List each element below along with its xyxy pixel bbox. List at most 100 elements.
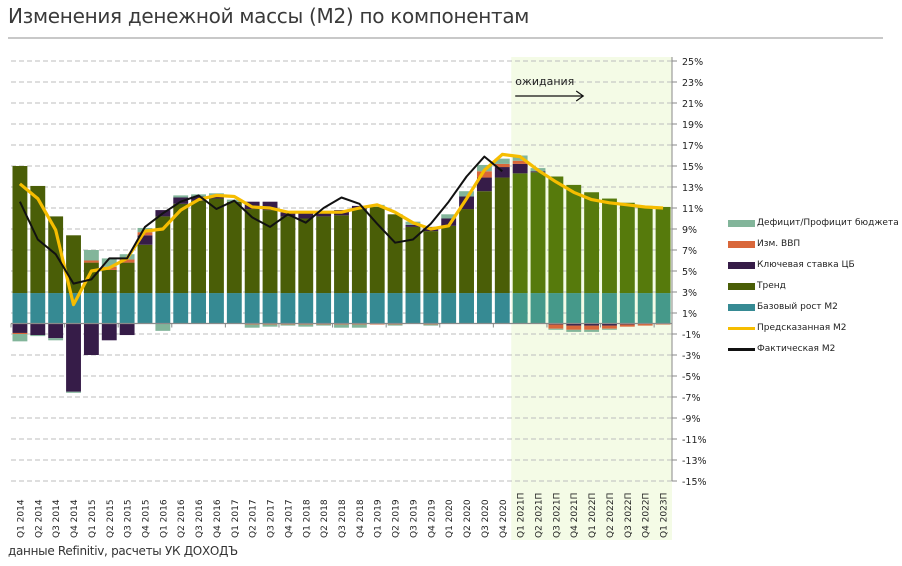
x-tick-label: Q4 2016 — [213, 499, 223, 538]
legend-swatch-base — [728, 303, 755, 311]
bar-trend — [137, 244, 153, 294]
y-tick-label: 9% — [682, 225, 697, 236]
bar-deficit — [12, 334, 28, 342]
bar-trend — [101, 269, 117, 294]
bar-key_rate — [137, 235, 153, 245]
bar-base — [226, 293, 242, 324]
bar-deficit — [298, 324, 314, 327]
x-tick-label: Q3 2016 — [195, 499, 205, 538]
bar-base — [530, 293, 546, 324]
bar-base — [494, 293, 510, 324]
bar-trend — [262, 210, 278, 294]
bar-gdp — [119, 259, 135, 263]
bar-gdp — [512, 160, 528, 164]
bar-gdp — [602, 325, 617, 329]
bar-deficit — [441, 214, 457, 219]
y-tick-label: -9% — [682, 414, 701, 425]
legend-label-predicted: Предсказанная М2 — [757, 323, 847, 333]
bar-trend — [226, 201, 242, 294]
bar-base — [655, 293, 671, 324]
bar-trend — [155, 216, 171, 294]
bar-base — [334, 293, 349, 324]
bar-base — [441, 293, 457, 324]
bar-key_rate — [119, 323, 135, 336]
legend-item-predicted: Предсказанная М2 — [728, 323, 847, 333]
legend-item-gdp: Изм. ВВП — [728, 239, 800, 249]
y-tick-label: 23% — [682, 78, 703, 89]
bar-key_rate — [101, 323, 117, 341]
legend-item-base: Базовый рост М2 — [728, 302, 838, 312]
bar-gdp — [494, 163, 510, 168]
y-tick-label: -15% — [682, 477, 707, 488]
y-tick-label: 13% — [682, 183, 703, 194]
bar-gdp — [566, 325, 582, 330]
bar-key_rate — [512, 163, 528, 174]
legend-swatch-deficit — [728, 219, 755, 227]
y-tick-label: -11% — [682, 435, 707, 446]
bar-deficit — [548, 328, 564, 330]
bar-base — [459, 293, 474, 324]
x-tick-label: Q1 2020 — [445, 499, 455, 538]
x-tick-label: Q4 2017 — [284, 499, 294, 538]
bar-trend — [584, 192, 600, 294]
bar-deficit — [48, 338, 64, 341]
bar-trend — [12, 166, 28, 294]
bar-trend — [280, 216, 296, 294]
bar-gdp — [12, 332, 28, 334]
bar-base — [548, 293, 564, 324]
x-tick-label: Q2 2015 — [106, 499, 116, 538]
y-tick-label: 17% — [682, 141, 703, 152]
bar-key_rate — [476, 177, 492, 192]
x-tick-label: Q2 2022П — [606, 493, 616, 538]
bar-gdp — [619, 324, 635, 327]
bar-base — [476, 293, 492, 324]
forecast-annotation: ожидания — [515, 75, 574, 88]
bar-deficit — [155, 323, 171, 331]
y-tick-label: -7% — [682, 393, 701, 404]
bar-key_rate — [584, 323, 600, 326]
bar-base — [262, 293, 278, 324]
bar-key_rate — [48, 323, 64, 339]
y-tick-label: -3% — [682, 351, 701, 362]
bar-deficit — [30, 335, 46, 337]
y-tick-label: 25% — [682, 57, 703, 68]
bar-deficit — [602, 328, 617, 330]
y-tick-label: 15% — [682, 162, 703, 173]
bar-base — [101, 293, 117, 324]
x-tick-label: Q3 2021П — [552, 493, 562, 538]
bar-gdp — [548, 324, 564, 329]
legend-label-actual: Фактическая М2 — [757, 344, 836, 354]
bar-trend — [655, 206, 671, 294]
bar-deficit — [83, 250, 99, 261]
bar-deficit — [101, 258, 117, 267]
x-tick-label: Q4 2015 — [141, 499, 151, 538]
y-tick-label: -5% — [682, 372, 701, 383]
x-tick-label: Q4 2018 — [356, 499, 366, 538]
legend-line-predicted — [728, 326, 755, 330]
bar-deficit — [494, 158, 510, 164]
bar-deficit — [280, 324, 296, 326]
bar-key_rate — [441, 218, 457, 226]
bar-trend — [494, 177, 510, 294]
bar-base — [405, 293, 421, 324]
bar-gdp — [83, 260, 99, 263]
bar-trend — [209, 198, 224, 294]
legend-swatch-trend — [728, 282, 755, 290]
bar-key_rate — [30, 323, 46, 336]
bar-trend — [512, 173, 528, 294]
bar-gdp — [584, 325, 600, 330]
y-tick-label: 1% — [682, 309, 697, 320]
bar-base — [637, 293, 653, 324]
bar-trend — [459, 209, 474, 294]
bar-base — [619, 293, 635, 324]
bar-gdp — [637, 323, 653, 326]
y-tick-label: -1% — [682, 330, 701, 341]
x-tick-label: Q3 2015 — [124, 499, 134, 538]
bar-key_rate — [209, 196, 224, 199]
x-tick-label: Q2 2019 — [392, 499, 402, 538]
bar-base — [137, 293, 153, 324]
legend-label-trend: Тренд — [757, 281, 786, 291]
bar-deficit — [316, 324, 332, 326]
bar-key_rate — [566, 323, 582, 326]
bar-base — [83, 293, 99, 324]
